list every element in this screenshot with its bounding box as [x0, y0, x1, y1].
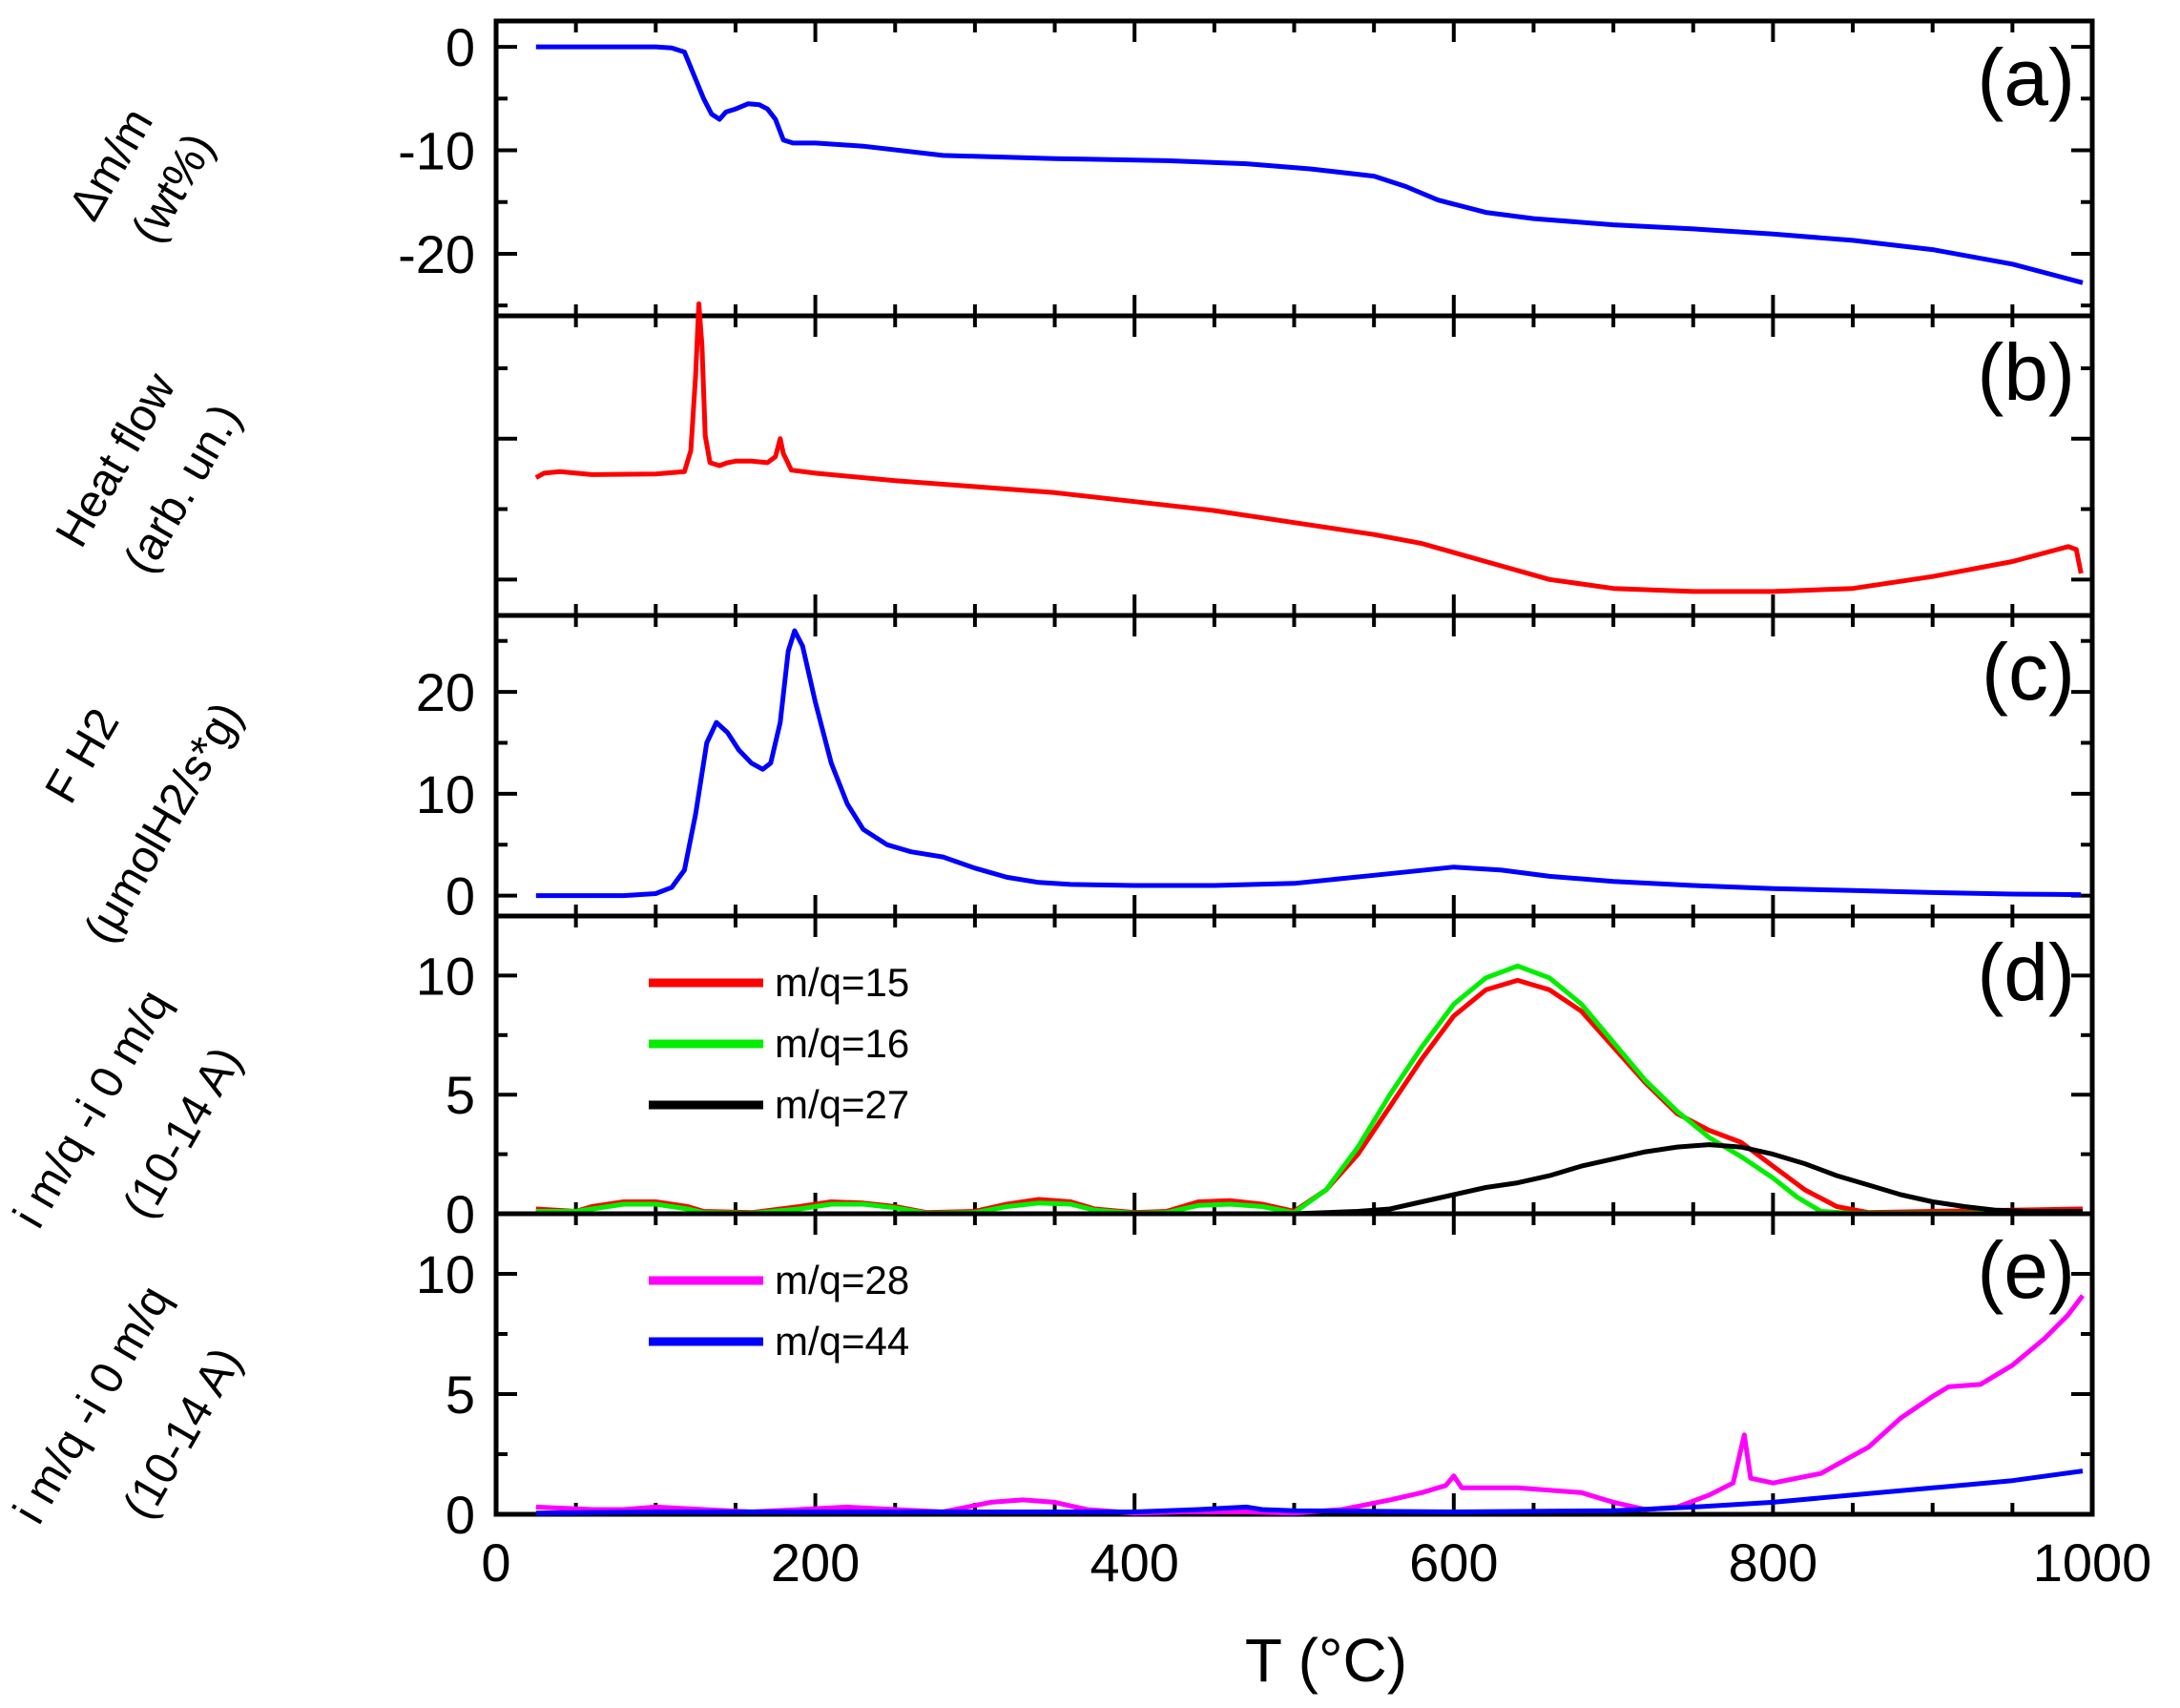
y-axis-titles: Δm/m (wt%) Heat flow (arb. un.) F H2 (μm… [4, 100, 253, 1532]
legend-d-label: m/q=27 [775, 1082, 909, 1127]
legend-d-label: m/q=16 [775, 1021, 909, 1066]
panel-e-ytick-label: 5 [446, 1364, 475, 1425]
series-d-1 [535, 963, 2083, 1216]
panel-e-ytick-label: 0 [446, 1485, 475, 1545]
panel-c-ytick-label: 20 [416, 662, 475, 722]
panel-a-ytick-label: -10 [398, 121, 475, 181]
series-d-2 [535, 1142, 2083, 1217]
panel-d-ytick-label: 10 [416, 946, 475, 1006]
panel-b-letter: (b) [1977, 327, 2075, 417]
panel-b: (b) [493, 301, 2095, 618]
panel-c-frame [493, 613, 2095, 919]
panel-c-ytick-label: 0 [446, 866, 475, 927]
legend-d-label: m/q=15 [775, 960, 909, 1005]
xtick-label: 1000 [2033, 1532, 2152, 1593]
panel-d-ytick-label: 0 [446, 1184, 475, 1244]
panel-e-ytick-label: 10 [416, 1244, 475, 1304]
panel-c-letter: (c) [1982, 627, 2075, 717]
panel-e-letter: (e) [1977, 1225, 2075, 1315]
panel-d-letter: (d) [1977, 927, 2075, 1017]
series-e-1 [535, 1468, 2084, 1516]
panel-b-frame [493, 313, 2095, 618]
xtick-label: 400 [1090, 1532, 1178, 1593]
series-b-0 [534, 301, 2084, 594]
series-c-0 [535, 628, 2082, 899]
xtick-label: 200 [771, 1532, 860, 1593]
xtick-label: 0 [481, 1532, 510, 1593]
panel-e: 0 5 10 (e) m/q=28 m/q=44 0 200 400 600 800 1000 [416, 1211, 2152, 1593]
panel-a-letter: (a) [1977, 32, 2075, 122]
panel-a-ytick-label: -20 [398, 224, 475, 284]
panel-d-frame [493, 913, 2095, 1217]
xtick-label: 600 [1409, 1532, 1498, 1593]
panel-c-ytick-label: 10 [416, 764, 475, 824]
x-axis-title: T (°C) [1245, 1626, 1407, 1695]
panel-d-ytick-label: 5 [446, 1065, 475, 1125]
panel-c: 0 10 20 (c) [416, 613, 2095, 927]
xtick-label: 800 [1729, 1532, 1817, 1593]
legend-e-label: m/q=44 [775, 1319, 909, 1364]
series-a-0 [535, 44, 2084, 285]
series-e-0 [535, 1294, 2085, 1516]
panel-e-frame [493, 1211, 2095, 1517]
panel-a-ytick-label: 0 [446, 17, 475, 77]
panel-d: 0 5 10 (d) m/q=15 m/q=16 m/q=27 [416, 913, 2095, 1244]
panel-a: 0 -10 -20 (a) [398, 17, 2095, 319]
ylabel-c-line1: F H2 [36, 700, 130, 812]
legend-e-label: m/q=28 [775, 1258, 909, 1302]
